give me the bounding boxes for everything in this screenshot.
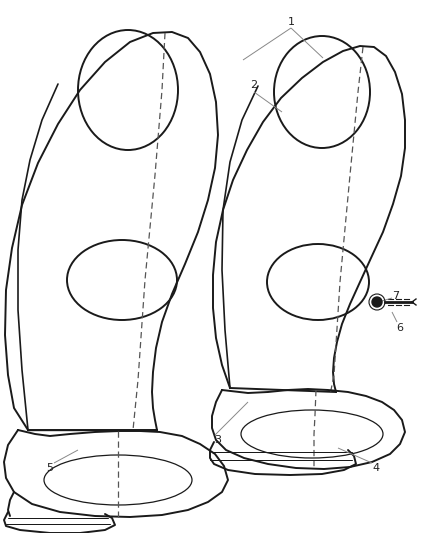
- Text: 5: 5: [46, 463, 53, 473]
- Text: 6: 6: [396, 323, 403, 333]
- Text: 1: 1: [287, 17, 294, 27]
- Text: 3: 3: [215, 435, 222, 445]
- Text: 7: 7: [392, 291, 399, 301]
- Text: 2: 2: [251, 80, 258, 90]
- Circle shape: [372, 297, 382, 307]
- Text: 4: 4: [372, 463, 380, 473]
